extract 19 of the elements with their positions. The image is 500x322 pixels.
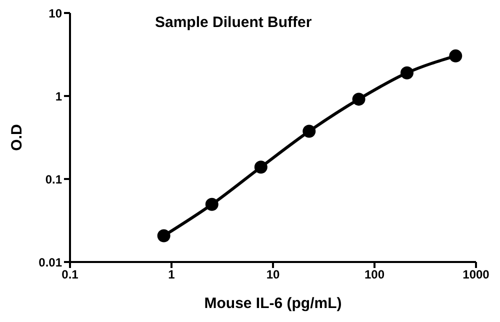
point xyxy=(400,66,414,80)
x-tick-label: 1 xyxy=(168,268,176,282)
point xyxy=(157,229,170,242)
point xyxy=(449,49,462,62)
x-axis-title: Mouse IL-6 (pg/mL) xyxy=(204,295,342,312)
x-tick-label: 10 xyxy=(266,268,280,282)
point xyxy=(205,198,218,211)
point xyxy=(254,160,268,174)
y-tick-label: 0.01 xyxy=(38,255,62,270)
point xyxy=(302,124,316,138)
x-tick-label: 100 xyxy=(364,268,385,282)
x-tick-label: 0.1 xyxy=(62,268,79,282)
y-tick-label: 10 xyxy=(48,6,62,20)
y-tick-label: 0.1 xyxy=(45,172,62,186)
y-tick-label: 1 xyxy=(55,89,62,104)
y-axis-title: O.D xyxy=(8,124,26,151)
point xyxy=(352,92,366,106)
x-tick-label: 1000 xyxy=(462,268,490,282)
chart-title: Sample Diluent Buffer xyxy=(155,14,312,31)
